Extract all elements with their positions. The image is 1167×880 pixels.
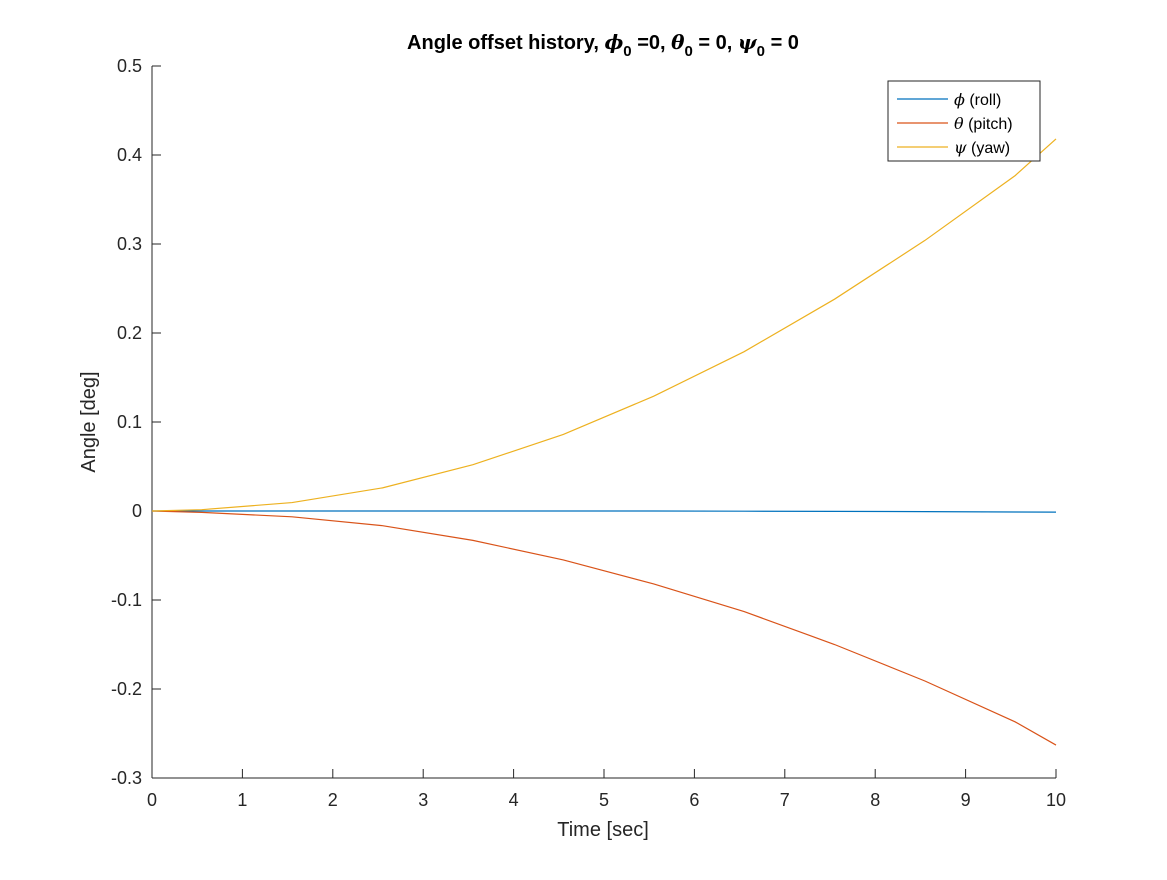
x-tick-label: 9	[961, 790, 971, 810]
y-tick-label: 0.4	[117, 145, 142, 165]
y-tick-label: 0	[132, 501, 142, 521]
legend-label: (roll)	[965, 92, 1001, 109]
series-line-1	[151, 510, 1057, 746]
legend-label: (yaw)	[967, 140, 1011, 157]
y-tick-label: 0.2	[117, 323, 142, 343]
x-tick-label: 6	[689, 790, 699, 810]
x-tick-label: 0	[147, 790, 157, 810]
y-tick-label: 0.3	[117, 234, 142, 254]
x-tick-label: 8	[870, 790, 880, 810]
title-suffix: =0,	[632, 32, 671, 54]
axes: 0 1 2 3 4 5 6 7 8 9 10 -0.3 -0.2 -0.1 0 0.1 0.2 0.3 0.4 0.5	[111, 56, 1066, 810]
title-subscript: 0	[684, 43, 692, 60]
y-axis-label: Angle [deg]	[78, 371, 100, 472]
y-tick-label: 0.5	[117, 56, 142, 76]
legend-entry-0: ϕ (roll)	[954, 90, 1001, 109]
y-tick-label: -0.2	[111, 679, 142, 699]
legend-entry-1: θ (pitch)	[954, 114, 1013, 133]
title-suffix: = 0,	[693, 32, 738, 54]
legend-label: (pitch)	[964, 116, 1013, 133]
y-tick-label: -0.3	[111, 768, 142, 788]
legend-box	[887, 80, 1041, 162]
x-tick-label: 7	[780, 790, 790, 810]
x-tick-label: 1	[237, 790, 247, 810]
legend-symbol: ϕ	[954, 90, 965, 109]
x-tick-label: 3	[418, 790, 428, 810]
series-line-0	[152, 510, 1057, 513]
x-axis-label: Time [sec]	[557, 819, 649, 841]
legend: ϕ (roll)θ (pitch)ψ (yaw)	[887, 80, 1041, 162]
legend-entry-2: ψ (yaw)	[954, 138, 1010, 157]
x-tick-label: 2	[328, 790, 338, 810]
legend-symbol: ψ	[954, 138, 967, 157]
title-subscript: 0	[623, 43, 631, 60]
y-tick-label: -0.1	[111, 590, 142, 610]
title-symbol: ϕ	[604, 30, 623, 54]
title-symbol: ψ	[738, 30, 758, 54]
title-suffix: = 0	[765, 32, 799, 54]
chart-text: Angle offset history, ϕ0 =0, θ0 = 0, ψ0 …	[78, 30, 799, 841]
title-prefix: Angle offset history,	[407, 32, 604, 54]
title-subscript: 0	[757, 43, 765, 60]
series-layer	[151, 138, 1057, 746]
legend-symbol: θ	[954, 114, 964, 133]
x-tick-label: 5	[599, 790, 609, 810]
x-tick-label: 10	[1046, 790, 1066, 810]
y-tick-label: 0.1	[117, 412, 142, 432]
title-symbol: θ	[671, 30, 685, 54]
chart-title: Angle offset history, ϕ0 =0, θ0 = 0, ψ0 …	[407, 30, 799, 60]
x-tick-label: 4	[509, 790, 519, 810]
series-line-2	[151, 138, 1057, 512]
